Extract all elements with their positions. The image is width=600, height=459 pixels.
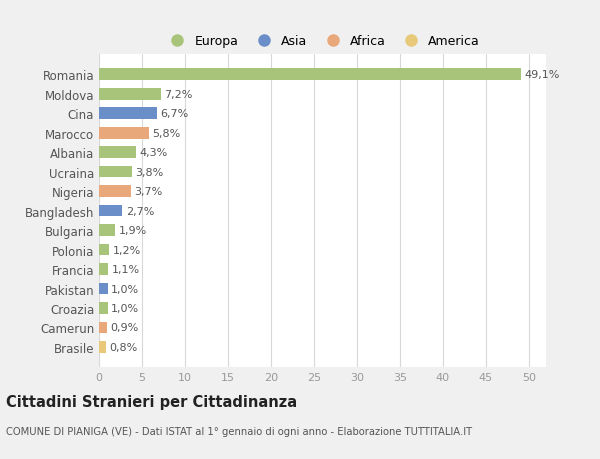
Text: 4,3%: 4,3% — [139, 148, 167, 158]
Bar — [99, 167, 131, 178]
Text: 1,2%: 1,2% — [113, 245, 141, 255]
Legend: Europa, Asia, Africa, America: Europa, Asia, Africa, America — [160, 30, 485, 53]
Bar — [99, 128, 149, 139]
Bar — [99, 341, 106, 353]
Bar — [99, 302, 107, 314]
Text: 2,7%: 2,7% — [125, 206, 154, 216]
Text: Cittadini Stranieri per Cittadinanza: Cittadini Stranieri per Cittadinanza — [6, 394, 297, 409]
Text: 0,9%: 0,9% — [110, 323, 139, 333]
Text: 5,8%: 5,8% — [152, 129, 181, 139]
Bar — [99, 205, 122, 217]
Bar — [99, 108, 157, 120]
Text: 7,2%: 7,2% — [164, 90, 193, 100]
Bar — [99, 186, 131, 197]
Bar — [99, 322, 107, 334]
Text: 49,1%: 49,1% — [524, 70, 560, 80]
Bar — [99, 69, 521, 81]
Text: 3,7%: 3,7% — [134, 187, 163, 197]
Text: 1,9%: 1,9% — [119, 225, 147, 235]
Text: 1,0%: 1,0% — [111, 303, 139, 313]
Text: 0,8%: 0,8% — [109, 342, 137, 352]
Text: 1,1%: 1,1% — [112, 264, 140, 274]
Text: 1,0%: 1,0% — [111, 284, 139, 294]
Bar — [99, 283, 107, 295]
Bar — [99, 263, 109, 275]
Text: 3,8%: 3,8% — [135, 167, 163, 177]
Bar — [99, 225, 115, 236]
Text: 6,7%: 6,7% — [160, 109, 188, 119]
Bar — [99, 89, 161, 101]
Bar — [99, 244, 109, 256]
Text: COMUNE DI PIANIGA (VE) - Dati ISTAT al 1° gennaio di ogni anno - Elaborazione TU: COMUNE DI PIANIGA (VE) - Dati ISTAT al 1… — [6, 426, 472, 436]
Bar — [99, 147, 136, 159]
